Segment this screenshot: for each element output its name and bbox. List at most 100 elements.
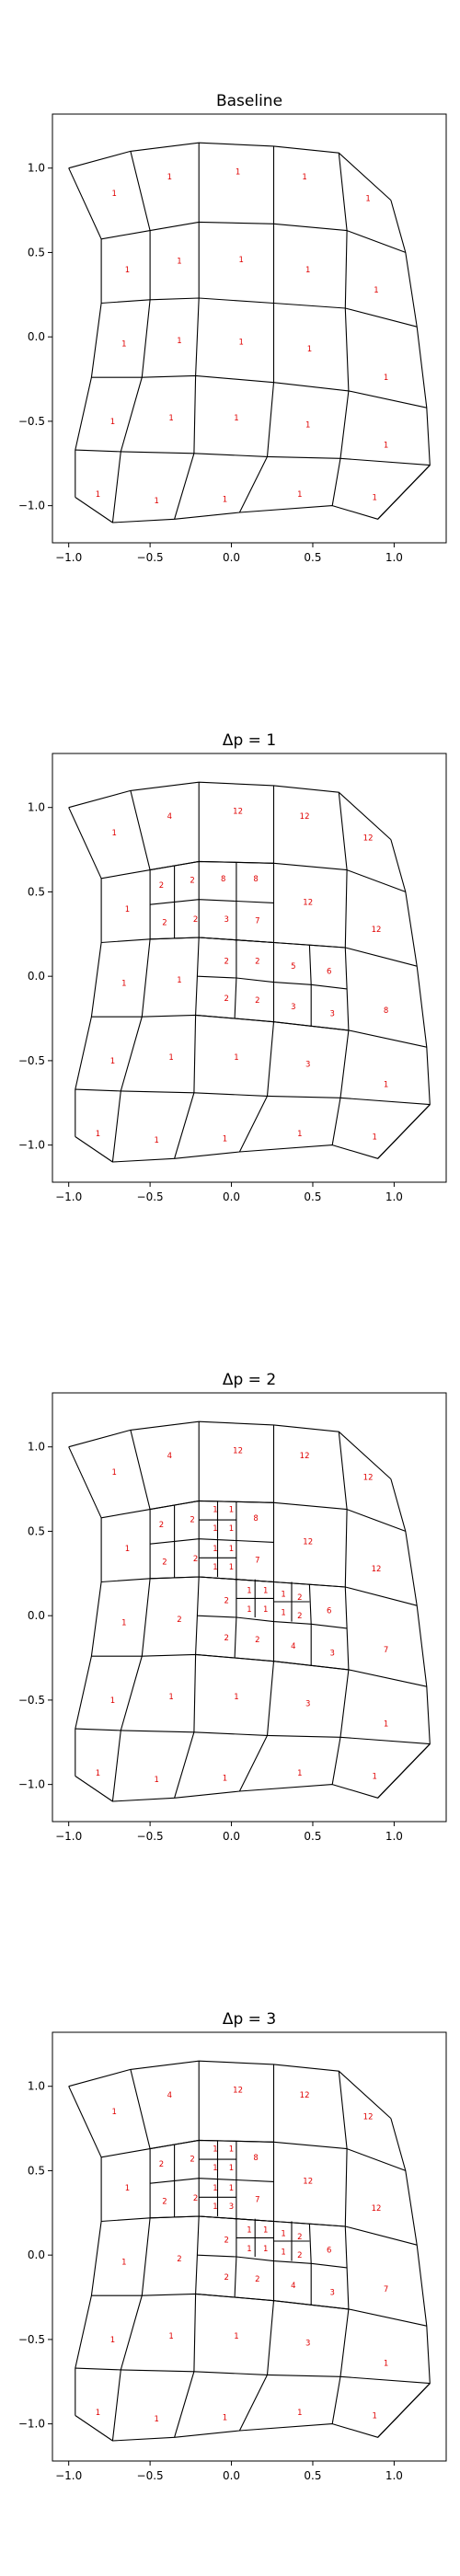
cell-label: 12: [300, 1452, 310, 1461]
cell-label: 3: [329, 1650, 334, 1659]
cell-label: 1: [168, 1053, 173, 1063]
cell-label: 1: [125, 266, 130, 275]
cell-label: 1: [297, 2409, 302, 2418]
mesh-column-line: [174, 2061, 200, 2438]
cell-label: 12: [233, 1446, 243, 1455]
cell-label: 2: [177, 1616, 181, 1625]
cell-label: 3: [305, 1061, 310, 1070]
mesh-column-line: [174, 782, 200, 1159]
cell-label: 1: [247, 1587, 251, 1596]
mesh-column-line: [68, 807, 102, 1137]
cell-label: 12: [363, 834, 374, 844]
cell-label: 12: [233, 2086, 243, 2095]
y-tick-label: 0.0: [28, 330, 45, 343]
cell-label: 1: [307, 345, 312, 354]
mesh-column-line: [238, 145, 275, 513]
cell-label: 12: [300, 2091, 310, 2100]
cell-label: 2: [159, 2160, 164, 2169]
y-tick-label: 1.0: [28, 1441, 45, 1454]
cell-label: 1: [154, 497, 158, 506]
cell-label: 1: [247, 2245, 251, 2254]
cell-label: 12: [363, 1474, 374, 1483]
mesh-column-line: [174, 143, 200, 520]
mesh-row-line: [101, 297, 418, 328]
cell-label: 6: [327, 2247, 331, 2256]
cell-label: 1: [121, 340, 126, 350]
cell-label: 3: [305, 1700, 310, 1709]
cell-label: 1: [223, 1774, 227, 1783]
cell-label: 1: [229, 2184, 234, 2193]
x-tick-label: 0.0: [223, 1830, 240, 1843]
x-tick-label: 1.0: [385, 2469, 403, 2482]
cell-label: 1: [281, 1609, 285, 1618]
cell-label: 1: [263, 1587, 268, 1596]
mesh-refinement-line: [199, 937, 346, 949]
y-tick-label: 0.0: [28, 2248, 45, 2261]
mesh-column-line: [331, 792, 350, 1145]
mesh-refinement-line: [150, 2178, 274, 2184]
y-tick-label: 0.0: [28, 970, 45, 983]
cell-label: 1: [168, 414, 173, 423]
cell-label: 1: [213, 1563, 217, 1572]
x-tick-label: 0.5: [304, 1830, 321, 1843]
cell-label: 1: [223, 495, 227, 504]
cell-label: 12: [372, 1565, 382, 1574]
cell-label: 6: [327, 1607, 331, 1616]
cell-label: 1: [238, 339, 243, 348]
x-tick-label: 1.0: [385, 1830, 403, 1843]
cell-label: 1: [121, 2259, 126, 2268]
x-tick-label: −1.0: [55, 1830, 82, 1843]
cell-label: 1: [384, 1081, 388, 1090]
cell-label: 12: [303, 2177, 313, 2186]
cell-label: 1: [213, 1545, 217, 1554]
cell-label: 1: [247, 2226, 251, 2236]
cell-label: 1: [365, 195, 370, 204]
mesh-column-line: [111, 151, 151, 523]
cell-label: 1: [110, 2336, 115, 2345]
mesh-refinement-line: [150, 1538, 274, 1545]
y-tick-label: −0.5: [18, 1694, 45, 1707]
mesh-refinement-line: [150, 899, 274, 905]
cell-label: 2: [224, 1597, 228, 1606]
y-tick-label: −1.0: [18, 2418, 45, 2431]
cell-label: 1: [125, 1545, 130, 1554]
y-tick-label: 1.0: [28, 162, 45, 175]
y-tick-label: 0.5: [28, 246, 45, 259]
x-tick-label: −1.0: [55, 551, 82, 564]
mesh-grid: [68, 781, 431, 1163]
cell-label: 1: [234, 1053, 238, 1063]
cell-label: 2: [162, 919, 167, 928]
x-tick-label: 1.0: [385, 551, 403, 564]
cell-label: 2: [224, 2237, 228, 2246]
mesh-refinement-line: [150, 860, 274, 871]
mesh-refinement-line: [150, 1500, 274, 1511]
mesh-refinement-line: [197, 975, 348, 990]
mesh-refinement-line: [234, 2218, 237, 2298]
cell-label: 1: [168, 1693, 173, 1702]
mesh-column-line: [331, 2071, 350, 2424]
mesh-row-line: [91, 1653, 427, 1687]
cell-label: 4: [167, 812, 172, 822]
y-tick-label: 0.5: [28, 2164, 45, 2177]
cell-label: 12: [233, 807, 243, 816]
cell-label: 3: [229, 2202, 234, 2212]
mesh-boundary-line: [377, 1104, 431, 1159]
cell-label: 1: [125, 905, 130, 914]
cell-label: 1: [384, 2360, 388, 2369]
mesh-column-line: [377, 1478, 431, 1799]
x-tick-label: 0.5: [304, 551, 321, 564]
cell-label: 1: [281, 2248, 285, 2258]
mesh-row-line: [75, 1088, 431, 1106]
cell-label: 1: [177, 976, 181, 985]
cell-label: 1: [297, 490, 302, 500]
cell-label: 1: [238, 256, 243, 265]
cell-label: 2: [297, 2251, 302, 2260]
cell-label: 4: [291, 1642, 295, 1651]
cell-label: 8: [221, 875, 225, 884]
cell-label: 1: [168, 2332, 173, 2341]
cell-label: 7: [255, 1557, 259, 1566]
cell-label: 1: [297, 1130, 302, 1139]
cell-label: 1: [247, 1605, 251, 1615]
